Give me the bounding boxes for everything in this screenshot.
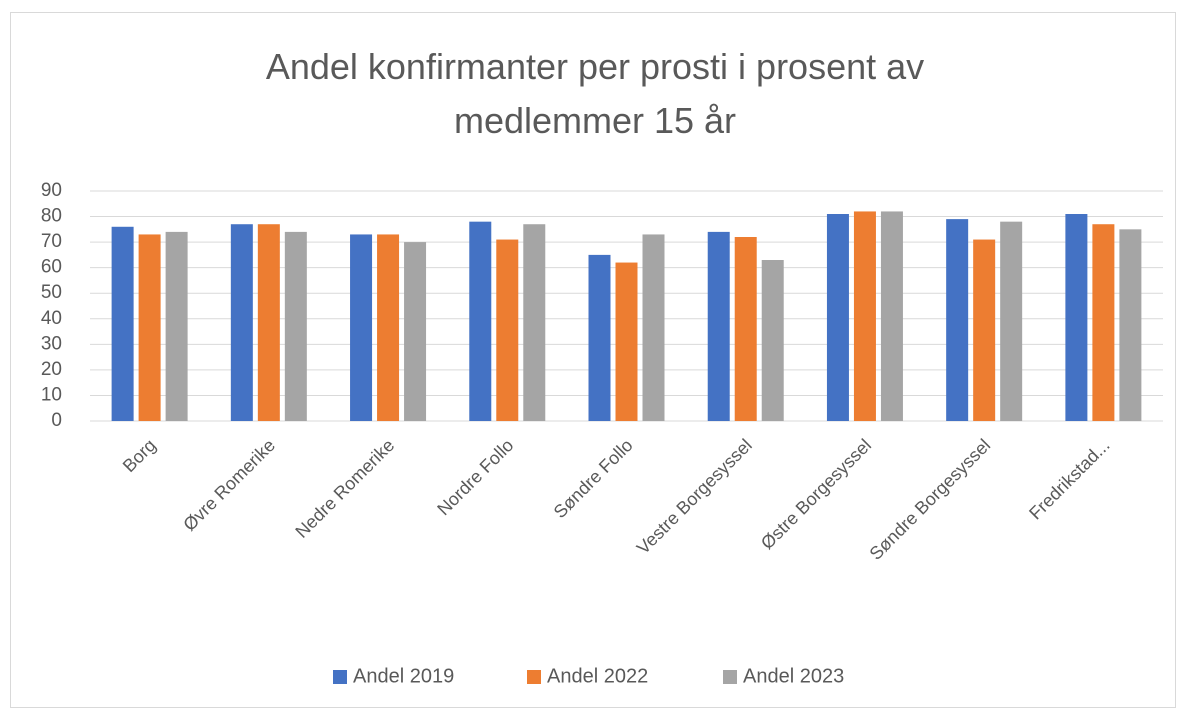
bar <box>707 231 730 421</box>
y-tick-label: 20 <box>41 359 62 380</box>
x-tick-label: Nedre Romerike <box>291 435 398 542</box>
bar <box>523 224 546 421</box>
bar <box>880 211 903 421</box>
legend-label: Andel 2023 <box>743 665 844 687</box>
y-tick-label: 70 <box>41 231 62 252</box>
bar <box>111 226 134 421</box>
y-tick-label: 10 <box>41 384 62 405</box>
x-tick-label: Øvre Romerike <box>179 435 279 535</box>
bar <box>853 211 876 421</box>
x-tick-label: Vestre Borgesyssel <box>633 435 756 558</box>
x-tick-label: Østre Borgesyssel <box>757 435 875 553</box>
bar <box>496 239 519 421</box>
x-tick-label: Borg <box>119 435 160 476</box>
bar <box>1092 224 1115 421</box>
bar <box>138 234 161 421</box>
bar <box>165 231 188 421</box>
bar <box>1119 229 1142 421</box>
bar <box>257 224 280 421</box>
y-tick-label: 90 <box>41 180 62 201</box>
bar <box>284 231 307 421</box>
bar <box>973 239 996 421</box>
y-tick-label: 80 <box>41 206 62 227</box>
legend-swatch <box>723 670 737 684</box>
legend-swatch <box>333 670 347 684</box>
legend-label: Andel 2019 <box>353 665 454 687</box>
bar <box>761 260 784 421</box>
bar <box>826 214 849 421</box>
bar <box>588 254 611 421</box>
chart-frame <box>10 12 1176 708</box>
y-tick-label: 60 <box>41 257 62 278</box>
x-tick-label: Søndre Borgesyssel <box>866 435 995 564</box>
x-tick-label: Søndre Follo <box>550 435 637 522</box>
bar <box>230 224 253 421</box>
x-tick-label: Nordre Follo <box>433 435 517 519</box>
legend-label: Andel 2022 <box>547 665 648 687</box>
bar <box>734 237 757 421</box>
bar <box>377 234 400 421</box>
bar <box>1065 214 1088 421</box>
bar <box>615 262 638 421</box>
y-tick-label: 0 <box>51 410 62 431</box>
bar <box>946 219 969 421</box>
y-tick-label: 40 <box>41 308 62 329</box>
chart-title: Andel konfirmanter per prosti i prosent … <box>265 46 925 141</box>
bar <box>350 234 373 421</box>
bar <box>1000 221 1023 421</box>
y-tick-label: 50 <box>41 282 62 303</box>
bar <box>469 221 492 421</box>
y-tick-label: 30 <box>41 333 62 354</box>
bar <box>642 234 665 421</box>
legend-swatch <box>527 670 541 684</box>
x-tick-label: Fredrikstad... <box>1025 435 1113 523</box>
bar <box>404 242 427 421</box>
